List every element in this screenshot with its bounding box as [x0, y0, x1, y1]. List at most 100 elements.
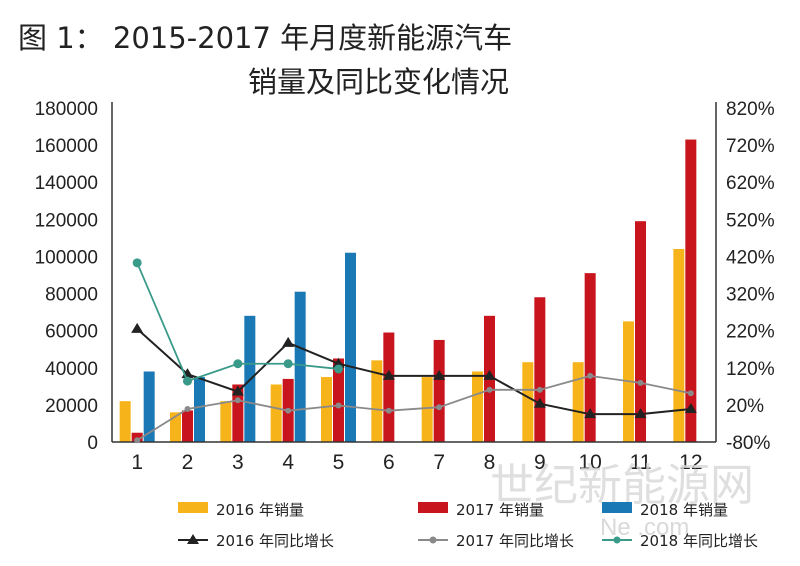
point-1-10 — [584, 408, 597, 419]
axes — [111, 102, 717, 443]
right-tick-label: 220% — [726, 322, 775, 343]
left-tick-label: 140000 — [35, 173, 98, 194]
legend-marker — [429, 536, 437, 544]
legend: 2016 年销量 2017 年销量 2018 年销量 2016 年同比增长 2017 年… — [178, 501, 758, 550]
point-1-12 — [684, 402, 697, 413]
right-tick-label: 520% — [726, 210, 775, 231]
point-3-1 — [132, 258, 142, 268]
legend-label: 2016 年同比增长 — [216, 532, 334, 550]
point-2-9 — [536, 386, 543, 393]
point-2-3 — [234, 397, 241, 404]
point-1-8 — [483, 369, 496, 380]
x-tick-label: 6 — [383, 451, 395, 474]
bar-1-1 — [119, 401, 131, 442]
left-tick-label: 160000 — [35, 136, 98, 157]
point-1-3 — [231, 385, 244, 396]
point-2-2 — [184, 405, 191, 412]
legend-marker — [187, 534, 199, 544]
right-axis-ticks: -80% 20% 120% 220% 320% 420% 520% 620% 720% 820% — [726, 99, 775, 454]
bar-1-8 — [472, 371, 483, 442]
x-tick-label: 2 — [182, 451, 194, 474]
legend-label: 2016 年销量 — [216, 501, 304, 519]
point-2-1 — [134, 437, 141, 444]
point-3-4 — [283, 359, 293, 369]
legend-swatch-bar-2 — [418, 502, 448, 513]
point-2-8 — [486, 386, 493, 393]
point-2-6 — [385, 407, 392, 414]
x-tick-label: 3 — [232, 451, 244, 474]
bar-1-4 — [270, 384, 282, 442]
bar-2-11 — [635, 221, 646, 442]
x-tick-label: 12 — [679, 451, 702, 474]
x-tick-label: 7 — [433, 451, 445, 474]
legend-swatch-bar-3 — [602, 502, 632, 513]
bar-2-9 — [534, 297, 546, 442]
point-3-5 — [334, 364, 343, 374]
right-tick-label: 720% — [726, 136, 775, 157]
x-tick-label: 4 — [282, 451, 294, 474]
chart-title-line2: 销量及同比变化情况 — [248, 65, 509, 99]
point-1-9 — [533, 397, 546, 408]
bar-1-2 — [170, 412, 181, 442]
chart-title-line1: 图 1： 2015-2017 年月度新能源汽车 — [18, 21, 512, 55]
left-tick-label: 100000 — [35, 247, 98, 268]
left-tick-label: 120000 — [35, 210, 98, 231]
bar-1-9 — [522, 362, 534, 442]
legend-swatch-bar-1 — [178, 502, 208, 513]
right-tick-label: 820% — [726, 99, 775, 120]
left-tick-label: 0 — [87, 433, 98, 454]
legend-label: 2017 年同比增长 — [456, 532, 574, 550]
bar-2-5 — [333, 358, 344, 442]
bar-2-3 — [232, 384, 244, 442]
bar-1-5 — [321, 377, 332, 442]
left-tick-label: 180000 — [35, 99, 98, 120]
point-2-12 — [687, 390, 694, 397]
right-tick-label: -80% — [726, 433, 770, 454]
x-tick-label: 10 — [578, 451, 601, 474]
point-2-4 — [285, 407, 292, 414]
line-layer — [131, 258, 697, 444]
bar-3-4 — [294, 291, 306, 442]
bar-3-5 — [345, 252, 356, 442]
bar-1-12 — [673, 249, 685, 442]
right-tick-label: 120% — [726, 359, 775, 380]
bar-2-12 — [685, 139, 697, 443]
right-tick-label: 620% — [726, 173, 775, 194]
point-2-5 — [335, 402, 342, 409]
bar-3-1 — [143, 371, 155, 442]
bar-2-10 — [584, 273, 596, 442]
bar-1-3 — [220, 401, 232, 442]
bar-1-10 — [572, 362, 584, 442]
bar-2-6 — [383, 332, 395, 442]
right-tick-label: 20% — [726, 396, 764, 417]
x-axis-ticks: 1 2 3 4 5 6 7 8 9 10 11 12 — [131, 451, 702, 474]
x-tick-label: 1 — [131, 451, 143, 474]
x-tick-label: 9 — [534, 451, 546, 474]
point-3-2 — [183, 376, 192, 386]
left-tick-label: 60000 — [45, 322, 98, 343]
point-1-7 — [433, 369, 446, 380]
bar-layer — [119, 139, 697, 443]
left-tick-label: 20000 — [45, 396, 98, 417]
bar-3-2 — [194, 377, 205, 442]
legend-label: 2017 年销量 — [456, 501, 544, 519]
legend-label: 2018 年同比增长 — [640, 532, 758, 550]
right-tick-label: 320% — [726, 285, 775, 306]
point-1-11 — [634, 408, 647, 419]
left-tick-label: 80000 — [45, 285, 98, 306]
point-2-7 — [436, 404, 443, 411]
bar-1-7 — [421, 377, 433, 442]
bar-2-2 — [182, 410, 193, 442]
left-axis-ticks: 0 20000 40000 60000 80000 100000 120000 140000 1… — [35, 99, 98, 454]
legend-marker — [613, 536, 621, 544]
legend-label: 2018 年销量 — [640, 501, 728, 519]
line-2 — [136, 374, 692, 442]
watermark-url: Ne .com — [600, 514, 689, 541]
bar-1-6 — [371, 360, 383, 442]
point-1-1 — [131, 322, 144, 333]
left-tick-label: 40000 — [45, 359, 98, 380]
point-1-5 — [332, 357, 345, 368]
point-1-6 — [382, 369, 395, 380]
point-2-11 — [637, 379, 644, 386]
